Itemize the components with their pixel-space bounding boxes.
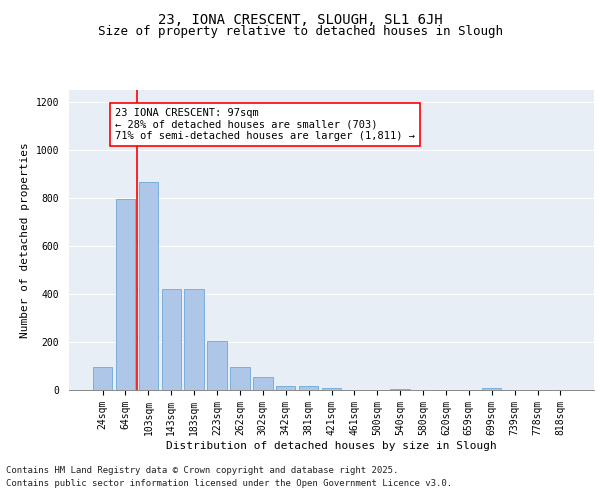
Text: Contains HM Land Registry data © Crown copyright and database right 2025.: Contains HM Land Registry data © Crown c… [6, 466, 398, 475]
Bar [299, 386, 319, 390]
Bar [482, 388, 502, 390]
Bar [116, 199, 135, 390]
Bar [322, 388, 341, 390]
Bar [230, 367, 250, 390]
Text: Size of property relative to detached houses in Slough: Size of property relative to detached ho… [97, 25, 503, 38]
X-axis label: Distribution of detached houses by size in Slough: Distribution of detached houses by size … [166, 440, 497, 450]
Text: Contains public sector information licensed under the Open Government Licence v3: Contains public sector information licen… [6, 479, 452, 488]
Text: 23, IONA CRESCENT, SLOUGH, SL1 6JH: 23, IONA CRESCENT, SLOUGH, SL1 6JH [158, 12, 442, 26]
Bar [253, 377, 272, 390]
Text: 23 IONA CRESCENT: 97sqm
← 28% of detached houses are smaller (703)
71% of semi-d: 23 IONA CRESCENT: 97sqm ← 28% of detache… [115, 108, 415, 141]
Bar [208, 341, 227, 390]
Bar [93, 367, 112, 390]
Bar [391, 389, 410, 390]
Bar [276, 386, 295, 390]
Bar [184, 289, 204, 390]
Bar [139, 182, 158, 390]
Y-axis label: Number of detached properties: Number of detached properties [20, 142, 30, 338]
Bar [161, 289, 181, 390]
